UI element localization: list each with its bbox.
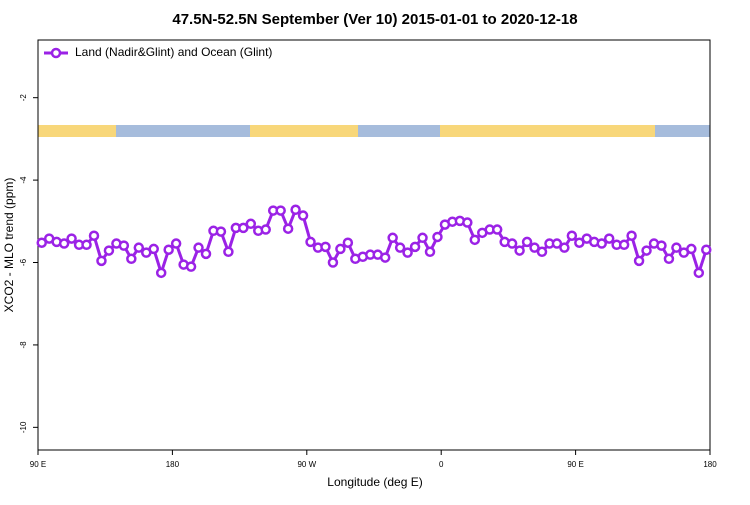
data-point: [170, 238, 182, 249]
data-point: [215, 226, 227, 237]
data-point: [155, 267, 167, 279]
y-tick-label: -10: [19, 421, 28, 433]
data-point: [641, 245, 652, 256]
data-point: [596, 238, 607, 249]
data-point: [559, 242, 570, 253]
y-axis-label: XCO2 - MLO trend (ppm): [2, 178, 16, 313]
data-point: [305, 236, 316, 248]
x-tick-label: 0: [439, 460, 444, 469]
data-point: [424, 246, 436, 258]
data-point: [297, 210, 309, 221]
data-point: [574, 237, 585, 248]
y-tick-label: -4: [19, 176, 28, 184]
data-point: [432, 231, 443, 243]
land-ocean-strip: [38, 125, 710, 137]
data-point: [133, 242, 145, 253]
data-point: [88, 230, 100, 241]
data-point: [402, 247, 413, 258]
data-point: [514, 245, 525, 256]
data-point: [126, 253, 137, 265]
x-tick-label: 90 W: [297, 460, 316, 469]
x-tick-label: 180: [166, 460, 180, 469]
data-point: [469, 234, 481, 246]
data-point: [566, 230, 578, 241]
data-point: [409, 241, 421, 253]
y-tick-label: -2: [19, 94, 28, 102]
data-point: [551, 238, 563, 249]
data-point: [238, 222, 249, 234]
data-point: [506, 238, 518, 249]
data-point: [686, 243, 697, 255]
y-tick-label: -8: [19, 341, 28, 349]
data-point: [58, 238, 70, 249]
x-axis-label: Longitude (deg E): [327, 475, 422, 489]
data-point: [320, 241, 331, 253]
data-point: [118, 240, 130, 251]
data-point: [417, 232, 428, 244]
data-point: [282, 223, 294, 234]
x-tick-label: 180: [703, 460, 717, 469]
data-point: [327, 257, 339, 268]
data-point: [148, 243, 159, 255]
data-point: [663, 253, 675, 265]
data-point: [536, 246, 548, 258]
data-point: [394, 242, 406, 253]
data-point: [462, 217, 473, 228]
data-point: [656, 240, 667, 251]
legend-label: Land (Nadir&Glint) and Ocean (Glint): [75, 45, 272, 59]
data-point: [66, 233, 77, 244]
data-point: [200, 248, 212, 260]
data-point: [163, 244, 174, 255]
data-point: [626, 230, 637, 241]
y-tick-label: -6: [19, 258, 28, 266]
data-point: [618, 239, 630, 251]
data-point: [603, 233, 615, 244]
data-point: [335, 243, 346, 255]
data-point: [693, 267, 705, 279]
legend-marker: [50, 47, 62, 59]
data-point: [379, 252, 391, 263]
data-point: [633, 255, 645, 267]
data-point: [245, 218, 257, 230]
data-point: [529, 242, 540, 253]
data-point: [701, 244, 712, 255]
data-point: [260, 224, 271, 235]
data-point: [290, 204, 301, 216]
data-point: [103, 245, 115, 256]
data-point: [671, 242, 682, 253]
data-point: [275, 205, 286, 216]
data-point: [81, 239, 92, 251]
data-point: [185, 261, 197, 272]
data-point: [36, 237, 47, 248]
data-point: [387, 232, 398, 244]
data-point: [223, 246, 234, 258]
chart-title: 47.5N-52.5N September (Ver 10) 2015-01-0…: [172, 11, 577, 28]
data-point: [342, 237, 354, 248]
data-point: [96, 255, 107, 267]
data-point: [521, 236, 533, 248]
x-tick-label: 90 E: [30, 460, 46, 469]
data-point: [193, 242, 204, 253]
x-tick-label: 90 E: [567, 460, 583, 469]
data-point: [491, 224, 503, 235]
